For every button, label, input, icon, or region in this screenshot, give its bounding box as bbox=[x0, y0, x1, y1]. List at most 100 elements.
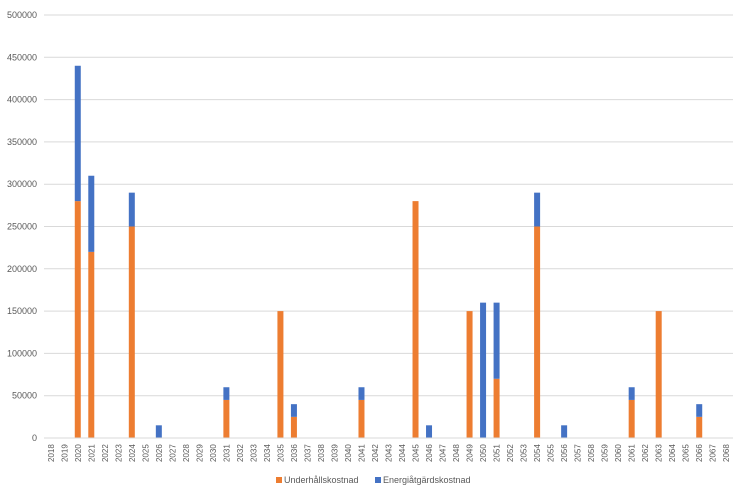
y-tick-label: 450000 bbox=[7, 52, 37, 62]
x-tick-label: 2028 bbox=[182, 444, 191, 462]
x-tick-label: 2020 bbox=[74, 444, 83, 462]
bar-underhallskostnad-2041 bbox=[358, 399, 365, 438]
x-tick-label: 2045 bbox=[412, 444, 421, 462]
bar-energiatgardskostnad-2020 bbox=[74, 65, 81, 202]
x-tick-label: 2062 bbox=[641, 444, 650, 462]
x-tick-label: 2064 bbox=[668, 444, 677, 462]
bar-underhallskostnad-2054 bbox=[534, 226, 541, 438]
x-tick-label: 2027 bbox=[168, 444, 177, 462]
x-tick-label: 2042 bbox=[371, 444, 380, 462]
bar-energiatgardskostnad-2041 bbox=[358, 387, 365, 400]
x-tick-label: 2053 bbox=[520, 444, 529, 462]
y-tick-label: 100000 bbox=[7, 348, 37, 358]
x-tick-label: 2049 bbox=[466, 444, 475, 462]
x-tick-label: 2041 bbox=[357, 444, 366, 462]
x-tick-label: 2023 bbox=[114, 444, 123, 462]
x-tick-label: 2018 bbox=[47, 444, 56, 462]
bar-energiatgardskostnad-2021 bbox=[88, 175, 95, 252]
bar-underhallskostnad-2036 bbox=[290, 416, 297, 438]
bar-energiatgardskostnad-2061 bbox=[628, 387, 635, 400]
x-tick-label: 2034 bbox=[263, 444, 272, 462]
bar-underhallskostnad-2066 bbox=[696, 416, 703, 438]
y-tick-label: 250000 bbox=[7, 222, 37, 232]
bar-energiatgardskostnad-2036 bbox=[290, 404, 297, 417]
legend-label-energiatgardskostnad: Energiåtgärdskostnad bbox=[383, 475, 471, 485]
y-tick-label: 350000 bbox=[7, 137, 37, 147]
x-tick-label: 2044 bbox=[398, 444, 407, 462]
x-tick-label: 2030 bbox=[209, 444, 218, 462]
bar-energiatgardskostnad-2050 bbox=[480, 302, 487, 438]
x-tick-label: 2035 bbox=[276, 444, 285, 462]
legend-label-underhallskostnad: Underhållskostnad bbox=[284, 475, 359, 485]
x-tick-label: 2031 bbox=[222, 444, 231, 462]
x-tick-label: 2066 bbox=[695, 444, 704, 462]
y-tick-label: 0 bbox=[32, 433, 37, 443]
gridlines bbox=[44, 14, 733, 397]
bar-energiatgardskostnad-2066 bbox=[696, 404, 703, 417]
bar-energiatgardskostnad-2046 bbox=[426, 425, 433, 438]
x-tick-label: 2059 bbox=[601, 444, 610, 462]
bar-underhallskostnad-2020 bbox=[74, 201, 81, 438]
bar-underhallskostnad-2045 bbox=[412, 201, 419, 438]
x-tick-label: 2038 bbox=[317, 444, 326, 462]
bar-underhallskostnad-2031 bbox=[223, 399, 230, 438]
y-tick-label: 150000 bbox=[7, 306, 37, 316]
x-tick-label: 2065 bbox=[682, 444, 691, 462]
bar-underhallskostnad-2049 bbox=[466, 311, 473, 438]
x-tick-label: 2037 bbox=[303, 444, 312, 462]
bar-energiatgardskostnad-2026 bbox=[155, 425, 162, 438]
x-tick-label: 2036 bbox=[290, 444, 299, 462]
y-tick-label: 300000 bbox=[7, 179, 37, 189]
bar-energiatgardskostnad-2031 bbox=[223, 387, 230, 400]
x-tick-label: 2052 bbox=[506, 444, 515, 462]
x-tick-label: 2046 bbox=[425, 444, 434, 462]
x-tick-label: 2039 bbox=[330, 444, 339, 462]
y-tick-label: 400000 bbox=[7, 95, 37, 105]
x-tick-label: 2032 bbox=[236, 444, 245, 462]
x-tick-label: 2021 bbox=[87, 444, 96, 462]
x-tick-label: 2054 bbox=[533, 444, 542, 462]
x-tick-label: 2061 bbox=[628, 444, 637, 462]
x-tick-label: 2050 bbox=[479, 444, 488, 462]
x-tick-label: 2063 bbox=[655, 444, 664, 462]
x-tick-label: 2029 bbox=[195, 444, 204, 462]
bars bbox=[74, 65, 703, 438]
x-tick-label: 2060 bbox=[614, 444, 623, 462]
bar-underhallskostnad-2035 bbox=[277, 311, 284, 438]
x-tick-label: 2067 bbox=[709, 444, 718, 462]
x-tick-label: 2055 bbox=[547, 444, 556, 462]
x-tick-label: 2051 bbox=[493, 444, 502, 462]
x-tick-label: 2058 bbox=[587, 444, 596, 462]
bar-underhallskostnad-2061 bbox=[628, 399, 635, 438]
legend-swatch-energiatgardskostnad bbox=[375, 477, 381, 483]
x-tick-label: 2056 bbox=[560, 444, 569, 462]
x-tick-label: 2047 bbox=[439, 444, 448, 462]
x-tick-label: 2022 bbox=[101, 444, 110, 462]
x-tick-label: 2057 bbox=[574, 444, 583, 462]
y-tick-label: 200000 bbox=[7, 264, 37, 274]
bar-energiatgardskostnad-2056 bbox=[561, 425, 568, 438]
x-tick-label: 2040 bbox=[344, 444, 353, 462]
legend-swatch-underhallskostnad bbox=[276, 477, 282, 483]
bar-underhallskostnad-2024 bbox=[128, 226, 135, 438]
bar-underhallskostnad-2021 bbox=[88, 251, 95, 438]
bar-energiatgardskostnad-2024 bbox=[128, 192, 135, 227]
y-tick-label: 500000 bbox=[7, 10, 37, 20]
x-tick-label: 2024 bbox=[128, 444, 137, 462]
x-tick-label: 2043 bbox=[385, 444, 394, 462]
x-tick-label: 2019 bbox=[60, 444, 69, 462]
x-tick-label: 2026 bbox=[155, 444, 164, 462]
bar-underhallskostnad-2051 bbox=[493, 378, 500, 438]
bar-energiatgardskostnad-2054 bbox=[534, 192, 541, 227]
y-tick-label: 50000 bbox=[12, 391, 37, 401]
x-tick-label: 2025 bbox=[141, 444, 150, 462]
legend: Underhållskostnad Energiåtgärdskostnad bbox=[276, 475, 471, 485]
x-tick-label: 2068 bbox=[722, 444, 731, 462]
y-axis: 0 50000 100000 150000 200000 250000 300000 3500… bbox=[7, 10, 37, 443]
bar-energiatgardskostnad-2051 bbox=[493, 302, 500, 379]
x-tick-label: 2048 bbox=[452, 444, 461, 462]
bar-underhallskostnad-2063 bbox=[655, 311, 662, 438]
x-tick-label: 2033 bbox=[249, 444, 258, 462]
x-axis: 2018 2019 2020 2021 2022 2023 2024 2025 2026 2027… bbox=[47, 444, 731, 462]
